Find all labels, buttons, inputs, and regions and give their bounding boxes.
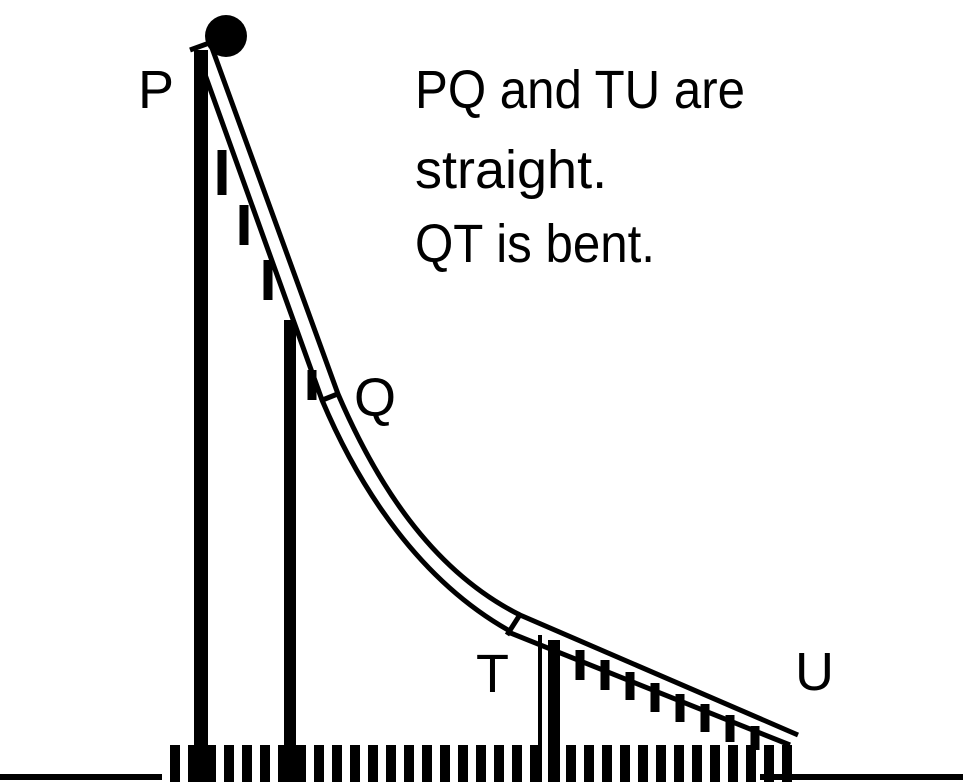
label-p: P <box>138 60 174 120</box>
note-line: straight. <box>415 140 607 200</box>
label-q: Q <box>354 368 396 428</box>
label-u: U <box>795 642 834 702</box>
supports <box>194 50 560 782</box>
label-t: T <box>476 644 509 704</box>
track <box>189 39 799 748</box>
ball <box>205 15 247 57</box>
ground <box>0 745 963 782</box>
hatching <box>217 150 760 750</box>
note-line: QT is bent. <box>415 214 655 274</box>
note-line: PQ and TU are <box>415 60 745 120</box>
